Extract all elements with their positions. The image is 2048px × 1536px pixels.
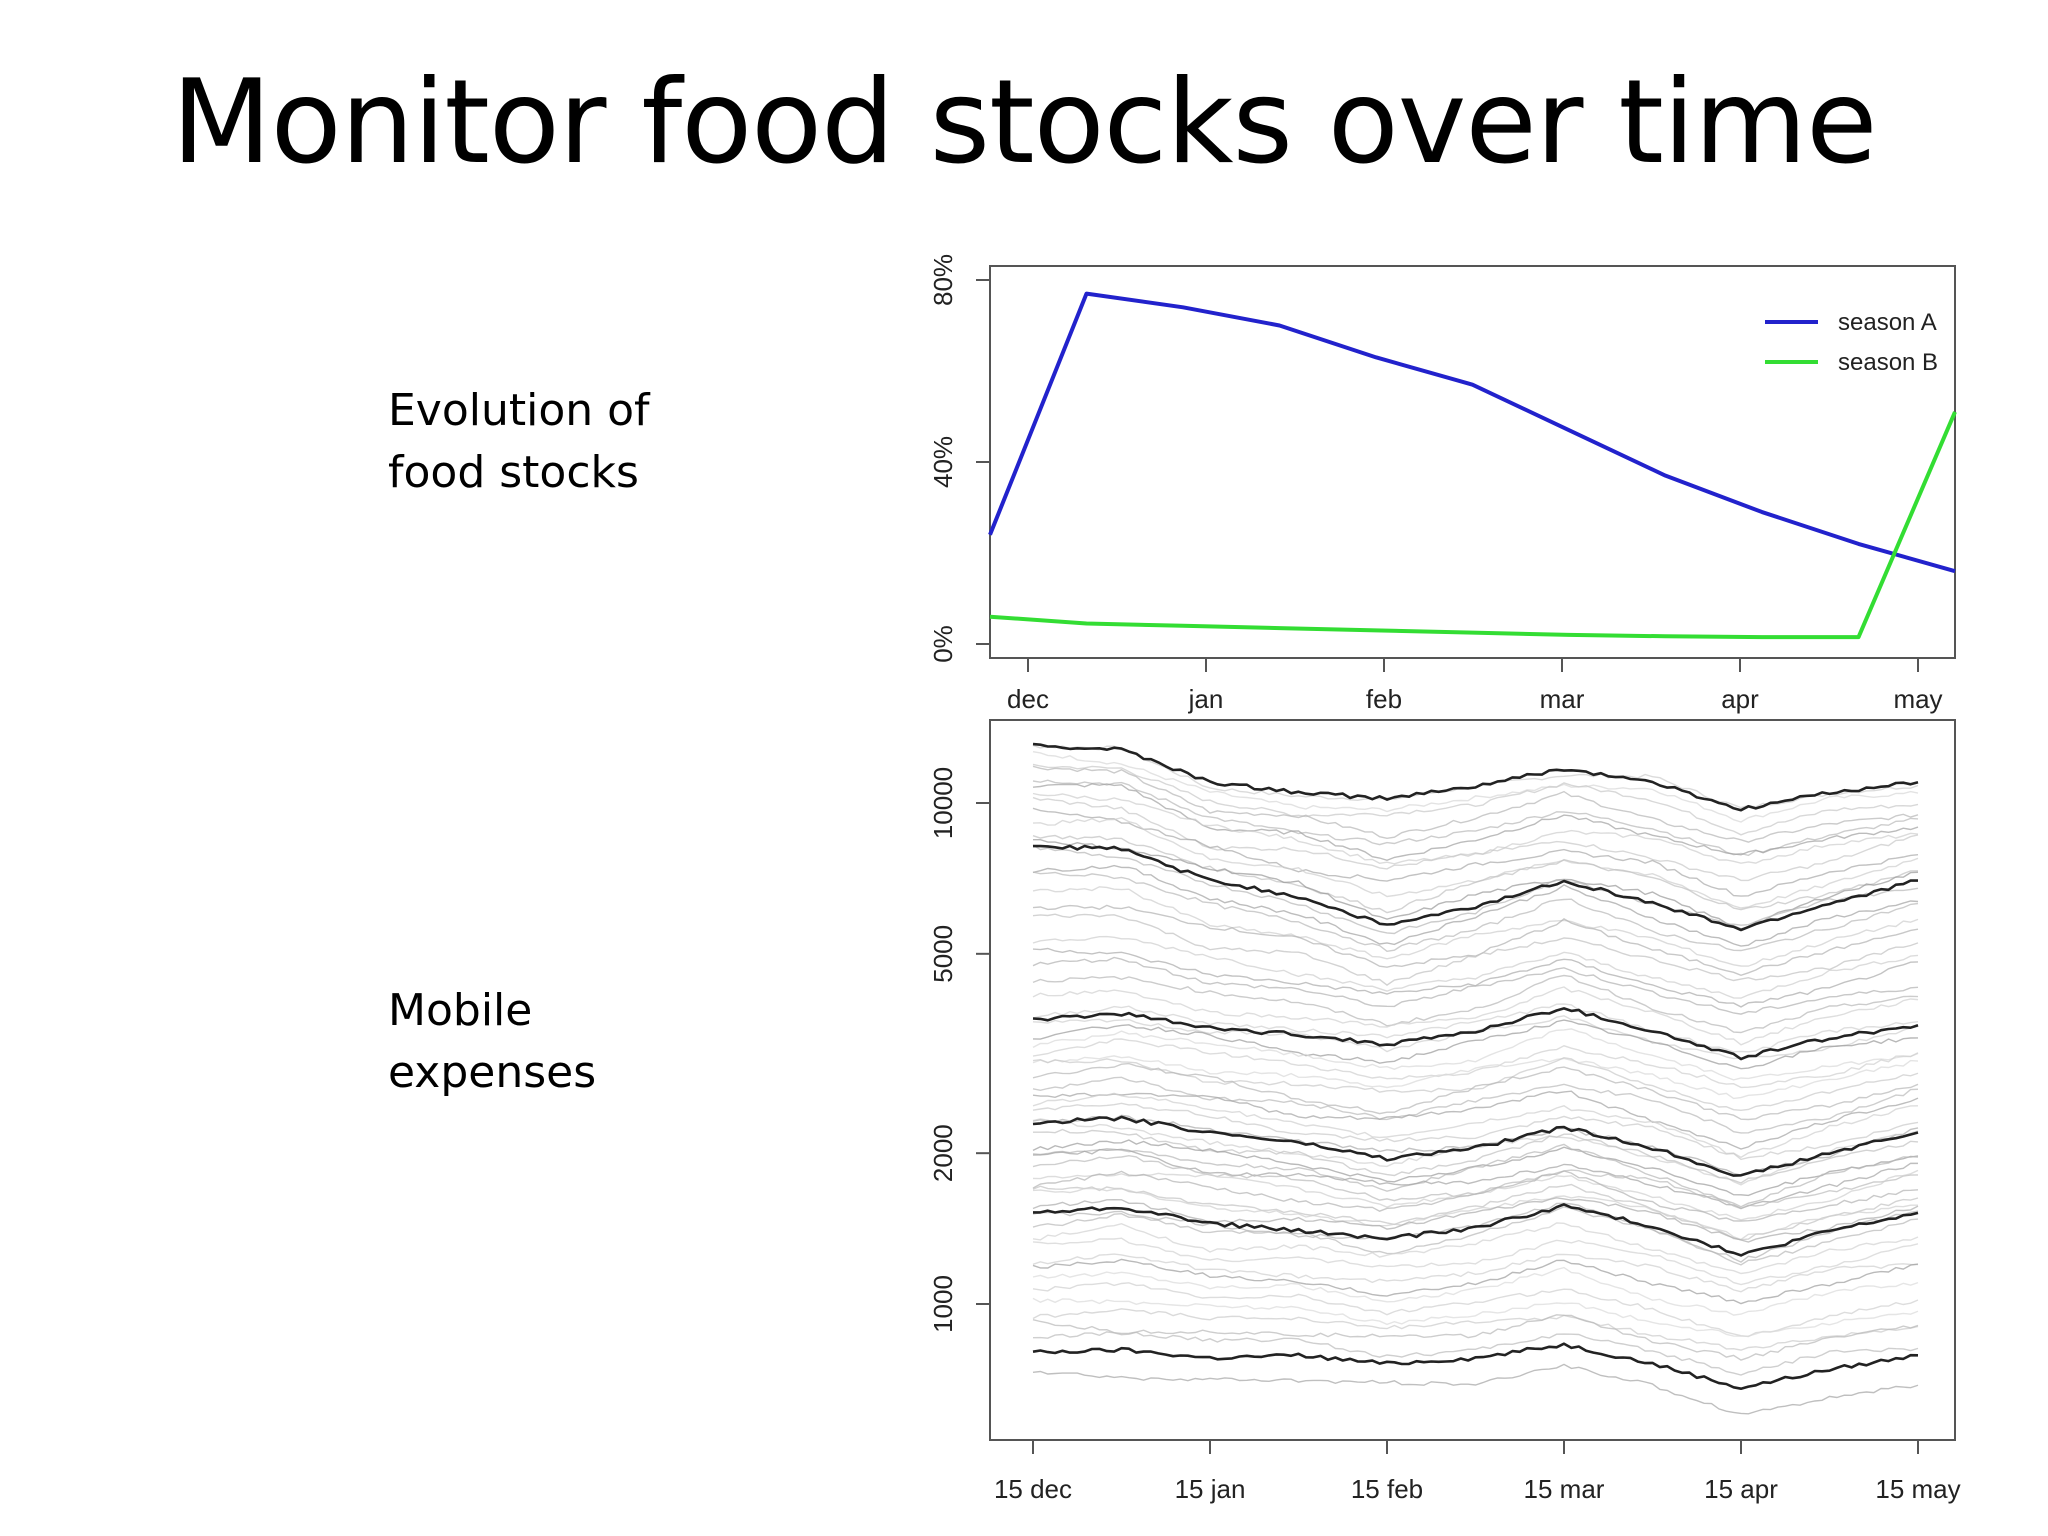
background-series-line — [1032, 1331, 1919, 1376]
y-tick-label: 10000 — [928, 767, 958, 839]
background-series-line — [1032, 1297, 1919, 1337]
background-series-line — [1032, 1206, 1919, 1266]
background-series-line — [1032, 886, 1919, 967]
background-series-line — [1032, 807, 1919, 897]
plot-frame — [989, 719, 1956, 1441]
background-series-line — [1032, 796, 1919, 882]
background-series-line — [1032, 956, 1919, 1015]
legend-entry: season A — [1838, 309, 1937, 336]
slide-title: Monitor food stocks over time — [171, 55, 1878, 190]
background-series-line — [1032, 1266, 1919, 1316]
background-series-line — [1032, 1028, 1919, 1081]
background-series-line — [1032, 1187, 1919, 1241]
background-series-line — [1032, 1258, 1919, 1305]
background-series-line — [1032, 1222, 1919, 1275]
background-series-line — [1032, 1143, 1919, 1208]
background-series-line — [1032, 1076, 1919, 1134]
background-series-line — [1032, 1092, 1919, 1159]
highlighted-series-line-5 — [1033, 1203, 1919, 1257]
background-series-line — [1032, 1197, 1919, 1243]
background-series-line — [1032, 864, 1919, 947]
x-tick-label: 15 mar — [1524, 1474, 1605, 1504]
background-series-line — [1032, 1363, 1919, 1415]
background-series-line — [1032, 1038, 1919, 1089]
highlighted-series-line-4 — [1032, 1115, 1919, 1177]
legend-entry: season B — [1838, 349, 1938, 376]
background-series-line — [1033, 1128, 1919, 1184]
x-tick-label: 15 apr — [1704, 1474, 1778, 1504]
background-series-line — [1032, 1237, 1919, 1286]
mobile-expenses-label-line: Mobile — [388, 985, 533, 1036]
background-series-line — [1032, 904, 1919, 977]
x-tick-label: 15 may — [1875, 1474, 1960, 1504]
x-tick-label: feb — [1366, 684, 1402, 714]
background-series-line — [1032, 974, 1919, 1034]
background-series-line — [1032, 763, 1919, 836]
background-series-line — [1032, 779, 1919, 857]
x-tick-label: 15 dec — [994, 1474, 1072, 1504]
x-tick-label: apr — [1721, 684, 1759, 714]
background-series-line — [1032, 1102, 1919, 1161]
background-series-line — [1032, 1019, 1919, 1070]
background-series-line — [1032, 783, 1919, 862]
highlighted-series-line-3 — [1032, 1007, 1919, 1061]
x-tick-label: may — [1893, 684, 1942, 714]
background-series-line — [1032, 913, 1919, 986]
y-tick-label: 5000 — [928, 925, 958, 983]
highlighted-series-line-6 — [1032, 1342, 1919, 1390]
food-stocks-label: Evolution of food stocks — [388, 380, 788, 504]
background-series-line — [1032, 1253, 1919, 1293]
x-tick-label: jan — [1188, 684, 1224, 714]
series-line-2 — [989, 411, 1957, 640]
food-stocks-label-line: Evolution of — [388, 385, 650, 436]
background-series-line — [1032, 765, 1919, 843]
background-series-line — [1032, 1170, 1919, 1222]
background-series-line — [1032, 1308, 1919, 1351]
background-series-line — [1032, 1314, 1919, 1361]
y-tick-label: 0% — [928, 625, 958, 663]
plot-frame — [989, 265, 1956, 659]
x-tick-label: 15 feb — [1351, 1474, 1423, 1504]
background-series-line — [1032, 871, 1919, 953]
x-tick-label: 15 jan — [1175, 1474, 1246, 1504]
background-series-line — [1032, 1062, 1919, 1121]
y-tick-label: 1000 — [928, 1275, 958, 1333]
background-series-line — [1032, 1055, 1919, 1100]
background-series-line — [1032, 1003, 1919, 1053]
mobile-expenses-label: Mobile expenses — [388, 980, 788, 1104]
y-tick-label: 80% — [928, 254, 958, 306]
x-tick-label: mar — [1540, 684, 1585, 714]
background-series-line — [1032, 751, 1919, 823]
mobile-expenses-label-line: expenses — [388, 1047, 597, 1098]
background-series-line — [1032, 834, 1919, 914]
background-series-line — [1032, 744, 1919, 809]
x-tick-label: dec — [1007, 684, 1049, 714]
highlighted-series-line-1 — [1032, 742, 1919, 812]
y-tick-label: 40% — [928, 436, 958, 488]
background-series-line — [1032, 844, 1919, 935]
background-series-line — [1032, 986, 1919, 1046]
highlighted-series-line-2 — [1033, 844, 1919, 932]
y-tick-label: 2000 — [928, 1124, 958, 1182]
series-line-1 — [988, 291, 1956, 574]
food-stocks-label-line: food stocks — [388, 447, 639, 498]
background-series-line — [1032, 1090, 1919, 1150]
background-series-line — [1032, 935, 1919, 999]
